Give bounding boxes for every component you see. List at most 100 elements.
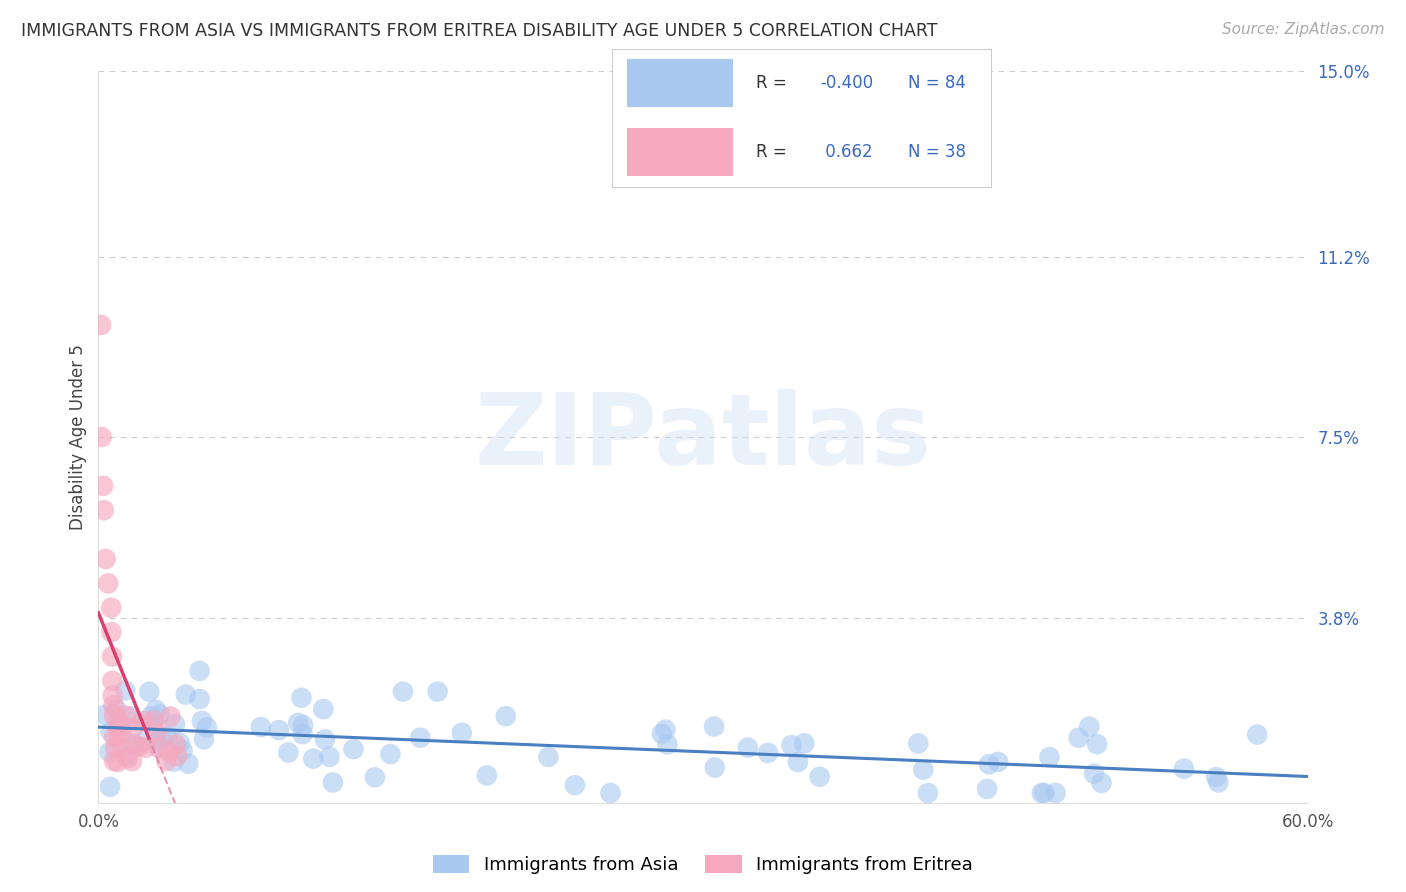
Point bbox=[290, 690, 312, 705]
Point bbox=[94, 707, 117, 722]
Text: N = 84: N = 84 bbox=[908, 74, 966, 92]
Point bbox=[1045, 786, 1067, 800]
Point bbox=[703, 720, 725, 734]
Point bbox=[599, 786, 621, 800]
Point bbox=[1078, 720, 1101, 734]
Point bbox=[101, 689, 124, 703]
Text: 0.662: 0.662 bbox=[821, 143, 873, 161]
Point bbox=[138, 685, 160, 699]
Point bbox=[139, 709, 162, 723]
Point bbox=[342, 742, 364, 756]
Point bbox=[312, 702, 335, 716]
Point bbox=[977, 757, 1000, 772]
Point bbox=[100, 600, 122, 615]
Point bbox=[786, 755, 808, 769]
Point bbox=[793, 736, 815, 750]
Point bbox=[737, 740, 759, 755]
Point bbox=[159, 709, 181, 723]
Point bbox=[976, 781, 998, 796]
Point bbox=[1067, 731, 1090, 745]
Point bbox=[120, 709, 142, 723]
Point bbox=[287, 715, 309, 730]
Point bbox=[90, 430, 112, 444]
Point bbox=[93, 503, 115, 517]
Y-axis label: Disability Age Under 5: Disability Age Under 5 bbox=[69, 344, 87, 530]
Point bbox=[1090, 776, 1112, 790]
Bar bbox=[627, 59, 733, 107]
Point bbox=[165, 737, 187, 751]
Point bbox=[267, 723, 290, 738]
Point bbox=[110, 728, 132, 742]
Point bbox=[163, 755, 186, 769]
Point bbox=[132, 734, 155, 748]
Point bbox=[107, 713, 129, 727]
Text: N = 38: N = 38 bbox=[908, 143, 966, 161]
Point bbox=[135, 740, 157, 755]
Point bbox=[111, 740, 134, 755]
Point bbox=[132, 714, 155, 728]
Legend: Immigrants from Asia, Immigrants from Eritrea: Immigrants from Asia, Immigrants from Er… bbox=[426, 847, 980, 881]
Point bbox=[1031, 786, 1053, 800]
Point bbox=[148, 740, 170, 755]
Point bbox=[193, 732, 215, 747]
Point bbox=[91, 479, 114, 493]
Point bbox=[166, 749, 188, 764]
Text: R =: R = bbox=[756, 143, 792, 161]
Point bbox=[104, 740, 127, 755]
Point bbox=[302, 752, 325, 766]
Point bbox=[107, 720, 129, 734]
Text: ZIPatlas: ZIPatlas bbox=[475, 389, 931, 485]
Point bbox=[103, 698, 125, 713]
Point bbox=[107, 755, 129, 769]
Point bbox=[495, 709, 517, 723]
Point bbox=[98, 780, 121, 794]
Point bbox=[1085, 737, 1108, 751]
Point bbox=[145, 703, 167, 717]
Point bbox=[117, 751, 139, 765]
Point bbox=[1083, 766, 1105, 780]
Point bbox=[808, 770, 831, 784]
Point bbox=[107, 730, 129, 744]
Point bbox=[155, 754, 177, 768]
Point bbox=[475, 768, 498, 782]
Text: R =: R = bbox=[756, 74, 792, 92]
Point bbox=[149, 707, 172, 722]
Point bbox=[322, 775, 344, 789]
Point bbox=[94, 552, 117, 566]
Point bbox=[250, 720, 273, 734]
Point bbox=[651, 727, 673, 741]
Point bbox=[917, 786, 939, 800]
Point bbox=[195, 721, 218, 735]
Point bbox=[101, 649, 124, 664]
Point bbox=[174, 688, 197, 702]
Point bbox=[364, 770, 387, 784]
Point bbox=[169, 736, 191, 750]
Point bbox=[1038, 750, 1060, 764]
Point bbox=[291, 727, 314, 741]
Point bbox=[155, 730, 177, 744]
Point bbox=[987, 755, 1010, 769]
Point bbox=[103, 754, 125, 768]
Point bbox=[145, 734, 167, 748]
Point bbox=[537, 749, 560, 764]
Point bbox=[128, 739, 150, 754]
Point bbox=[114, 683, 136, 698]
Point bbox=[125, 739, 148, 753]
Point bbox=[121, 721, 143, 735]
Point bbox=[703, 760, 725, 774]
Point bbox=[450, 725, 472, 739]
Point bbox=[146, 725, 169, 739]
Point bbox=[98, 745, 121, 759]
Point bbox=[188, 692, 211, 706]
Point bbox=[314, 732, 336, 747]
Point bbox=[97, 576, 120, 591]
Point bbox=[172, 743, 194, 757]
Point bbox=[103, 708, 125, 723]
Point bbox=[90, 318, 112, 332]
Point bbox=[1246, 727, 1268, 741]
Point bbox=[141, 718, 163, 732]
Point bbox=[103, 730, 125, 744]
Text: -0.400: -0.400 bbox=[821, 74, 873, 92]
Point bbox=[564, 778, 586, 792]
Point bbox=[101, 673, 124, 688]
